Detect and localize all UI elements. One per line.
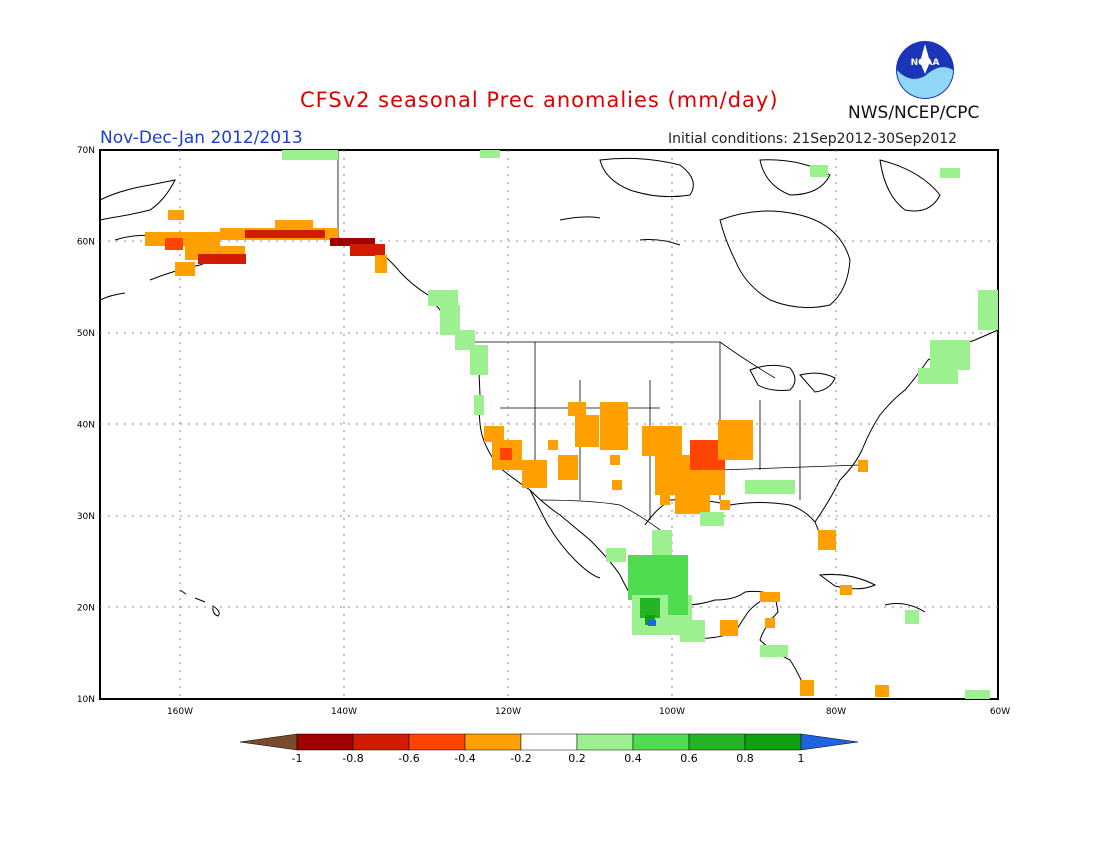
colorbar-segment [688, 733, 746, 751]
lon-label: 100W [659, 707, 685, 717]
lat-label: 50N [77, 329, 95, 339]
colorbar-segment [576, 733, 634, 751]
colorbar-arrow-low [239, 733, 298, 751]
logo-text: NOAA [911, 58, 940, 68]
colorbar-label: -0.4 [454, 752, 475, 765]
lon-label: 140W [331, 707, 357, 717]
colorbar-label: -0.8 [342, 752, 363, 765]
lat-label: 40N [77, 421, 95, 431]
colorbar-label: -0.6 [398, 752, 419, 765]
lat-label: 60N [77, 238, 95, 248]
colorbar-segment [464, 733, 522, 751]
colorbar-label: 1 [798, 752, 805, 765]
colorbar-segment [296, 733, 354, 751]
agency-label: NWS/NCEP/CPC [848, 103, 980, 123]
lat-label: 10N [77, 695, 95, 705]
colorbar-segment [520, 733, 578, 751]
colorbar-label: -0.2 [510, 752, 531, 765]
lat-labels: 70N 60N 50N 40N 30N 20N 10N [77, 146, 95, 705]
dry-anomaly-cells [145, 210, 889, 697]
colorbar-label: 0.8 [736, 752, 754, 765]
lon-label: 80W [826, 707, 846, 717]
colorbar-label: -1 [292, 752, 303, 765]
lat-label: 70N [77, 146, 95, 156]
political-borders [337, 150, 861, 531]
colorbar-label: 0.4 [624, 752, 642, 765]
colorbar-label: 0.6 [680, 752, 698, 765]
lat-label: 20N [77, 604, 95, 614]
colorbar-label: 0.2 [568, 752, 586, 765]
noaa-logo-icon: NOAA [896, 41, 954, 99]
lon-labels: 160W 140W 120W 100W 80W 60W [167, 707, 1010, 717]
colorbar-segment [352, 733, 410, 751]
colorbar-segment [408, 733, 466, 751]
lon-label: 120W [495, 707, 521, 717]
colorbar-arrow-high [800, 733, 859, 751]
initial-conditions: Initial conditions: 21Sep2012-30Sep2012 [668, 131, 958, 147]
lon-label: 160W [167, 707, 193, 717]
colorbar-segment [632, 733, 690, 751]
colorbar-segment [744, 733, 802, 751]
lat-label: 30N [77, 512, 95, 522]
chart-title: CFSv2 seasonal Prec anomalies (mm/day) [300, 88, 779, 112]
season-period: Nov-Dec-Jan 2012/2013 [100, 128, 303, 148]
wet-anomaly-cells [282, 150, 998, 699]
lon-label: 60W [990, 707, 1010, 717]
colorbar: -1 -0.8 -0.6 -0.4 -0.2 0.2 0.4 0.6 0.8 1 [239, 733, 859, 765]
